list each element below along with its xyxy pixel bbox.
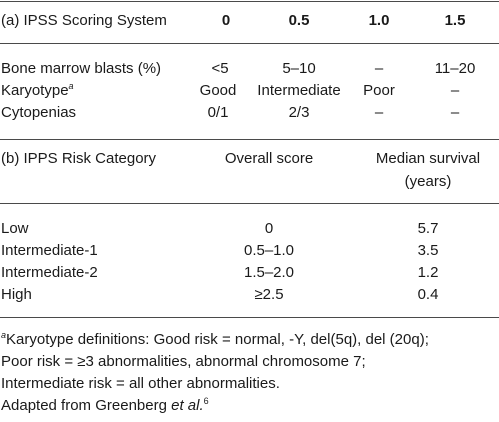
scoring-col-1-0: 1.0 bbox=[368, 12, 390, 29]
risk-score-cell: ≥2.5 bbox=[254, 286, 284, 303]
risk-row-label: Intermediate-1 bbox=[1, 242, 98, 259]
footnote-line-1: aKaryotype definitions: Good risk = norm… bbox=[1, 331, 429, 349]
risk-header-rule bbox=[0, 203, 499, 204]
source-prefix: Adapted from Greenberg bbox=[1, 397, 172, 414]
footnote-text-1: Karyotype definitions: Good risk = norma… bbox=[6, 331, 429, 348]
scoring-row-label: Bone marrow blasts (%) bbox=[1, 60, 162, 77]
risk-title: (b) IPPS Risk Category bbox=[1, 150, 157, 167]
risk-survival-cell: 5.7 bbox=[417, 220, 439, 237]
scoring-cell: Poor bbox=[363, 82, 395, 99]
scoring-cell: <5 bbox=[211, 60, 229, 77]
scoring-col-0: 0 bbox=[221, 12, 231, 29]
top-rule bbox=[0, 1, 499, 2]
scoring-cell: Good bbox=[199, 82, 237, 99]
scoring-header-rule bbox=[0, 43, 499, 44]
risk-row-label: High bbox=[1, 286, 32, 303]
scoring-cell: 2/3 bbox=[288, 104, 310, 121]
bottom-rule bbox=[0, 317, 499, 318]
scoring-col-1-5: 1.5 bbox=[444, 12, 466, 29]
scoring-cell: 11–20 bbox=[434, 60, 476, 77]
risk-score-cell: 0.5–1.0 bbox=[243, 242, 295, 259]
scoring-cell: – bbox=[450, 104, 460, 121]
risk-col-survival-line2: (years) bbox=[404, 173, 452, 190]
footnote-marker: a bbox=[1, 330, 7, 340]
source-etal: et al. bbox=[171, 397, 204, 414]
risk-row-label: Low bbox=[1, 220, 29, 237]
scoring-row-label: Cytopenias bbox=[1, 104, 77, 121]
risk-row-label: Intermediate-2 bbox=[1, 264, 98, 281]
karyotype-label: Karyotype bbox=[1, 82, 69, 99]
risk-col-score: Overall score bbox=[224, 150, 314, 167]
scoring-cell: – bbox=[374, 104, 384, 121]
section-divider-rule bbox=[0, 139, 499, 140]
footnote-line-3: Intermediate risk = all other abnormalit… bbox=[1, 375, 280, 392]
scoring-cell: – bbox=[450, 82, 460, 99]
scoring-title: (a) IPSS Scoring System bbox=[1, 12, 167, 29]
scoring-col-0-5: 0.5 bbox=[288, 12, 310, 29]
scoring-cell: – bbox=[374, 60, 384, 77]
source-reference-number: 6 bbox=[203, 396, 209, 406]
risk-survival-cell: 0.4 bbox=[417, 286, 439, 303]
scoring-cell: 0/1 bbox=[207, 104, 229, 121]
scoring-row-label: Karyotypea bbox=[1, 82, 74, 100]
footnote-source: Adapted from Greenberg et al.6 bbox=[1, 397, 209, 415]
risk-col-survival-line1: Median survival bbox=[375, 150, 481, 167]
risk-survival-cell: 3.5 bbox=[417, 242, 439, 259]
scoring-cell: Intermediate bbox=[257, 82, 341, 99]
risk-survival-cell: 1.2 bbox=[417, 264, 439, 281]
scoring-cell: 5–10 bbox=[282, 60, 316, 77]
karyotype-footnote-marker: a bbox=[68, 81, 74, 91]
risk-score-cell: 0 bbox=[264, 220, 274, 237]
footnote-line-2: Poor risk = ≥3 abnormalities, abnormal c… bbox=[1, 353, 366, 370]
risk-score-cell: 1.5–2.0 bbox=[243, 264, 295, 281]
